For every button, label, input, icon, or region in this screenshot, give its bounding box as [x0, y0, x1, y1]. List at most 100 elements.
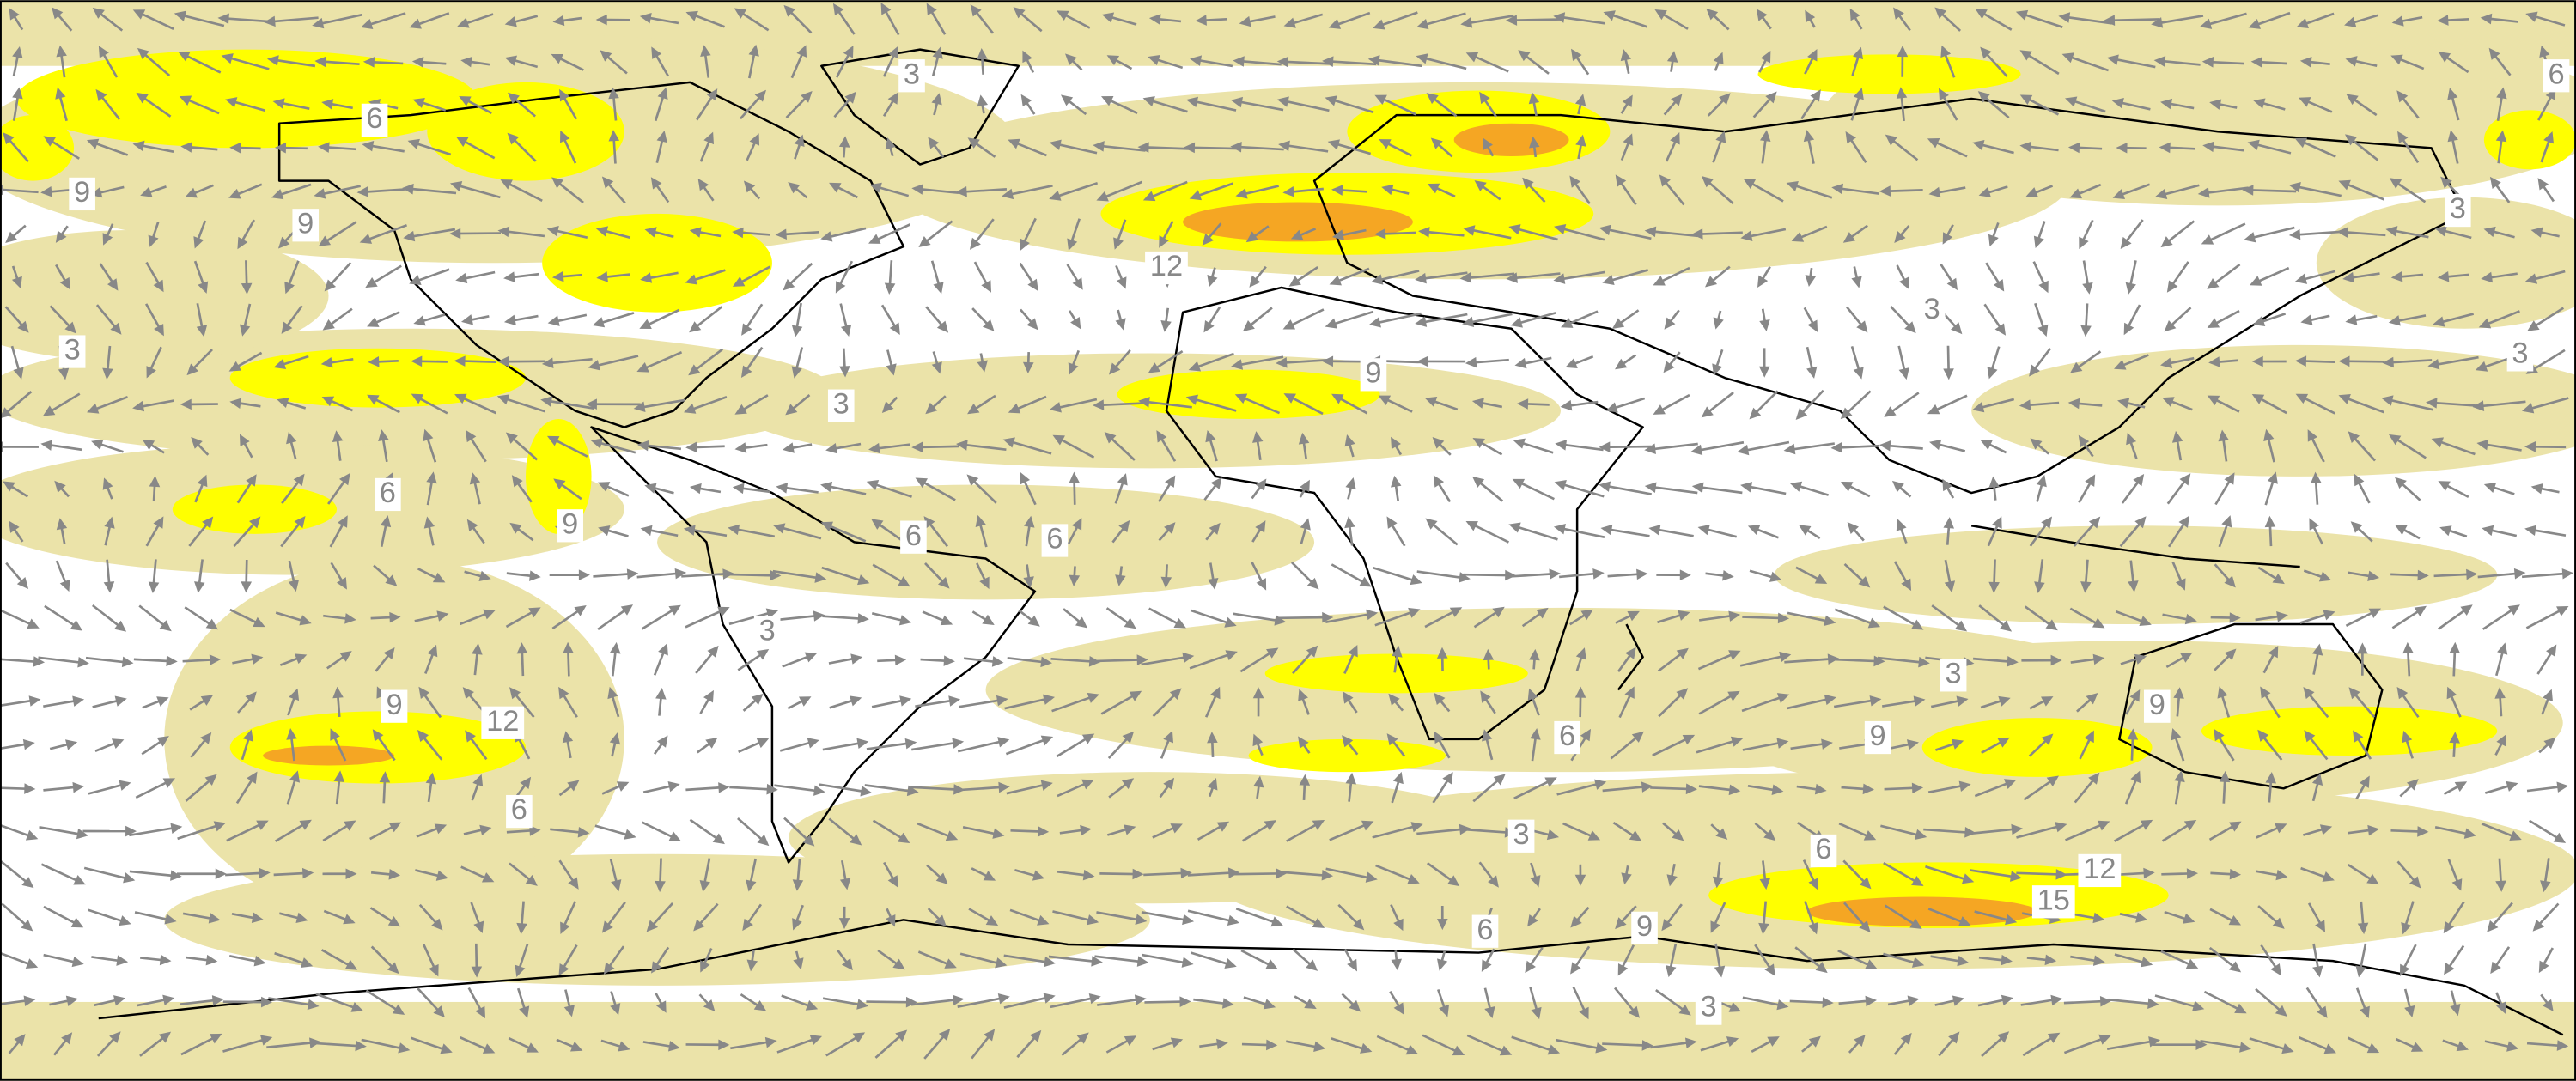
contour-label-box [1810, 834, 1837, 868]
wind-arrow-head [1988, 476, 2000, 489]
wind-arrow-head [2561, 568, 2574, 580]
wind-arrow-head [618, 1041, 630, 1052]
wind-arrow-head [1951, 738, 1964, 750]
wind-arrow-head [2439, 525, 2452, 537]
wind-arrow-head [379, 771, 391, 783]
wind-arrow-head [2367, 824, 2380, 836]
wind-arrow-head [91, 439, 104, 450]
wind-arrow-head [568, 877, 579, 890]
wind-arrow-head [459, 96, 472, 106]
wind-arrow-head [655, 1000, 667, 1013]
contour-label: 9 [2149, 689, 2165, 721]
wind-arrow-head [1863, 830, 1877, 841]
wind-arrow-head [413, 315, 426, 326]
wind-arrow-head [2507, 604, 2520, 616]
wind-arrow-head [1367, 55, 1380, 66]
wind-arrow-head [1641, 1040, 1653, 1051]
wind-arrow-head [2041, 516, 2053, 529]
wind-arrow-head [1516, 398, 1529, 410]
wind-arrow-head [600, 50, 612, 62]
wind-arrow-head [2543, 131, 2555, 144]
wind-arrow-head [1386, 516, 1398, 529]
wind-arrow-head [1553, 273, 1566, 284]
wind-arrow-head [1691, 482, 1704, 494]
wind-arrow-shaft [910, 786, 963, 792]
wind-arrow-head [1758, 366, 1770, 378]
wind-arrow-head [1283, 17, 1296, 28]
wind-arrow-head [25, 829, 39, 841]
wind-arrow-head [1381, 184, 1394, 196]
wind-arrow-head [1898, 367, 1909, 380]
wind-arrow-head [146, 366, 156, 379]
wind-arrow-head [1824, 615, 1836, 627]
wind-arrow-head [1270, 916, 1283, 927]
wind-arrow-head [2438, 481, 2451, 491]
wind-arrow-head [813, 785, 825, 796]
wind-arrow-head [295, 912, 308, 923]
wind-arrow-head [11, 276, 22, 289]
wind-arrow-head [256, 820, 269, 830]
wind-arrow-head [164, 914, 177, 925]
wind-arrow-head [197, 474, 208, 488]
wind-arrow-head [1997, 1031, 2010, 1043]
wind-arrow-head [899, 695, 912, 707]
wind-arrow-head [697, 178, 709, 191]
wind-arrow-head [793, 957, 804, 970]
wind-arrow-head [2082, 282, 2093, 295]
wind-arrow-head [1653, 404, 1666, 415]
wind-arrow-head [1942, 232, 1953, 245]
wind-arrow-head [552, 15, 565, 27]
wind-arrow-head [1373, 19, 1385, 30]
wind-arrow-head [2192, 1000, 2205, 1011]
wind-arrow-head [1442, 772, 1453, 785]
wind-arrow-head [1513, 438, 1526, 449]
wind-arrow-head [1522, 177, 1534, 190]
wind-arrow-head [136, 92, 149, 104]
wind-arrow-head [1210, 477, 1222, 489]
wind-arrow-head [1263, 999, 1276, 1010]
wind-arrow-head [2463, 828, 2476, 839]
wind-arrow-head [1671, 94, 1683, 106]
wind-arrow-head [596, 271, 608, 282]
wind-arrow-head [1907, 995, 1920, 1006]
wind-arrow-head [650, 177, 662, 190]
wind-arrow-head [1472, 476, 1485, 488]
wind-arrow-head [2127, 728, 2139, 740]
wind-arrow-shaft [1647, 442, 1698, 452]
wind-arrow-head [2353, 730, 2364, 743]
wind-arrow-head [792, 918, 802, 931]
wind-arrow-head [1093, 141, 1105, 152]
wind-arrow-head [1891, 480, 1904, 493]
wind-arrow-head [153, 279, 164, 293]
wind-arrow-head [1391, 958, 1403, 971]
wind-arrow-head [2495, 880, 2506, 892]
wind-arrow-head [558, 686, 569, 700]
wind-arrow-head [969, 237, 981, 250]
wind-arrow-head [2357, 922, 2369, 935]
wind-arrow-head [217, 13, 229, 25]
wind-arrow-head [2173, 687, 2184, 699]
wind-arrow-head [529, 570, 541, 581]
wind-arrow-head [1221, 998, 1234, 1009]
wind-arrow-head [977, 94, 989, 107]
wind-arrow-head [140, 186, 153, 197]
wind-arrow-head [1574, 94, 1586, 106]
wind-arrow-head [411, 355, 423, 367]
wind-arrow-head [525, 874, 538, 886]
wind-arrow-head [1499, 1045, 1513, 1056]
wind-arrow-head [14, 1034, 26, 1047]
wind-arrow-head [1529, 136, 1540, 149]
wind-arrow-head [1997, 737, 2010, 748]
wind-arrow-head [2011, 823, 2023, 835]
wind-arrow-head [1329, 275, 1342, 286]
wind-arrow-head [1913, 695, 1926, 707]
wind-arrow-head [2431, 437, 2444, 448]
wind-arrow-head [2070, 361, 2083, 373]
wind-arrow-head [1580, 728, 1592, 742]
wind-arrow-head [2202, 141, 2214, 153]
wind-arrow-head [2389, 178, 2402, 189]
wind-arrow-head [1087, 914, 1099, 926]
wind-arrow-head [1713, 52, 1724, 65]
wind-arrow-head [2530, 483, 2543, 495]
wind-arrow-head [1349, 999, 1361, 1012]
